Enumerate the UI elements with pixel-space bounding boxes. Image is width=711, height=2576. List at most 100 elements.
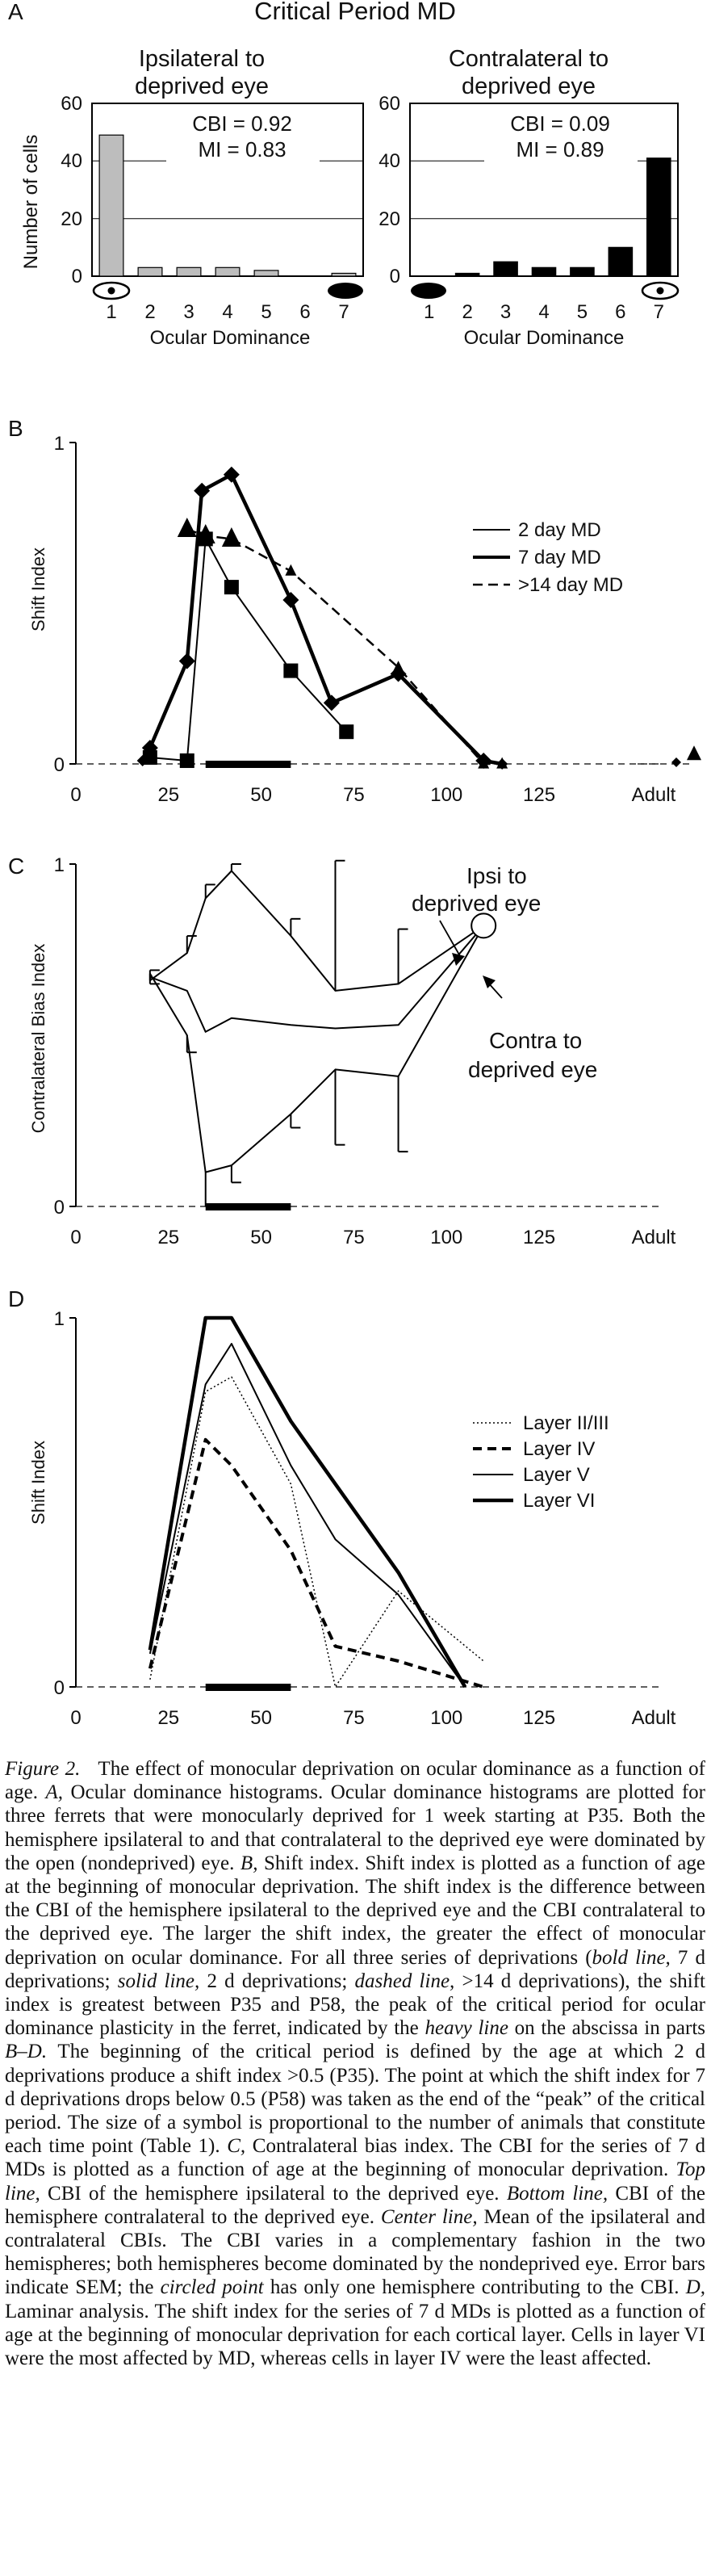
panel-b-adult-triangle bbox=[687, 745, 701, 761]
legend-7day: 7 day MD bbox=[518, 547, 601, 568]
figure: A Critical Period MD Ipsilateral to depr… bbox=[8, 0, 701, 1729]
contralateral-bias-panel: C Contralateral Bias Index 100 25 50 75 100 1… bbox=[8, 854, 676, 1248]
hist-left-ytick-0: 0 bbox=[72, 266, 82, 287]
panel-c-xtick-125: 125 bbox=[523, 1227, 555, 1248]
hist-right-bar-7 bbox=[646, 157, 671, 277]
panel-c-ytick-0: 0 bbox=[54, 1197, 65, 1219]
legend-layer23: Layer II/III bbox=[523, 1412, 609, 1434]
hist-right-xtick-5: 5 bbox=[577, 301, 588, 323]
hist-left-bar-5 bbox=[253, 270, 279, 277]
panel-c-ylabel: Contralateral Bias Index bbox=[28, 944, 48, 1134]
hist-right-bar-4 bbox=[531, 266, 557, 277]
panel-b-xtick-0: 0 bbox=[70, 784, 81, 806]
hist-right-xtick-1: 1 bbox=[424, 301, 434, 323]
panel-b-line-0 bbox=[149, 538, 348, 761]
hist-left-xtick-7: 7 bbox=[338, 301, 349, 323]
legend-14day: >14 day MD bbox=[518, 574, 623, 596]
histogram-ipsilateral: Ipsilateral to deprived eye Number of ce… bbox=[20, 46, 364, 349]
hist-right-ytick-60: 60 bbox=[379, 93, 400, 115]
panel-c-line-2 bbox=[149, 925, 485, 1173]
panel-b-point-0-3 bbox=[224, 580, 239, 595]
contra-annotation-line1: Contra to bbox=[489, 1028, 582, 1053]
hist-right-xtick-3: 3 bbox=[500, 301, 511, 323]
panel-b-critical-period-bar bbox=[205, 761, 291, 768]
panel-b-adult-diamond bbox=[671, 757, 681, 767]
panel-b-ytick-1: 1 bbox=[54, 433, 65, 455]
hist-left-bar-3 bbox=[176, 266, 202, 277]
panel-b-xtick-125: 125 bbox=[523, 784, 555, 806]
panel-b-xtick-50: 50 bbox=[250, 784, 272, 806]
panel-d-line-3 bbox=[148, 1315, 467, 1689]
hist-left-bar-4 bbox=[215, 266, 240, 277]
panel-d-ytick-0: 0 bbox=[54, 1677, 65, 1699]
panel-b-point-1-0 bbox=[136, 755, 148, 767]
panel-d-line-0 bbox=[149, 1376, 484, 1688]
panel-b-ytick-0: 0 bbox=[54, 754, 65, 776]
panel-d-xtick-50: 50 bbox=[250, 1707, 272, 1729]
panel-letter-c: C bbox=[8, 854, 24, 879]
panel-c-xtick-75: 75 bbox=[343, 1227, 365, 1248]
hist-right-title-line2: deprived eye bbox=[462, 73, 596, 99]
ipsi-annotation-line2: deprived eye bbox=[412, 891, 541, 916]
panel-d-xtick-adult: Adult bbox=[632, 1707, 676, 1729]
legend-layer6: Layer VI bbox=[523, 1490, 595, 1512]
panel-c-line-1 bbox=[149, 925, 484, 1033]
panel-c-xtick-0: 0 bbox=[70, 1227, 81, 1248]
panel-d-critical-period-bar bbox=[205, 1684, 291, 1691]
hist-right-xlabel: Ocular Dominance bbox=[464, 327, 625, 349]
hist-left-mi: MI = 0.83 bbox=[198, 137, 286, 162]
panel-b-point-2-4 bbox=[392, 661, 404, 673]
panel-c-xtick-50: 50 bbox=[250, 1227, 272, 1248]
hist-right-xtick-4: 4 bbox=[538, 301, 549, 323]
panel-d-xtick-75: 75 bbox=[343, 1707, 365, 1729]
panel-b-point-0-5 bbox=[339, 724, 354, 740]
panel-b-xtick-100: 100 bbox=[430, 784, 462, 806]
panel-d-xtick-125: 125 bbox=[523, 1707, 555, 1729]
panel-c-line-0 bbox=[149, 870, 484, 992]
hist-left-xtick-4: 4 bbox=[222, 301, 232, 323]
panel-c-critical-period-bar bbox=[205, 1203, 291, 1210]
shift-index-panel: B Shift Index 100 25 50 75 100 125 Adult 2 day… bbox=[8, 416, 701, 806]
laminar-panel: D Shift Index 100 25 50 75 100 125 Adult Layer… bbox=[8, 1286, 676, 1729]
figure-caption: Figure 2. The effect of monocular depriv… bbox=[5, 1758, 705, 2370]
panel-b-point-1-6 bbox=[323, 694, 340, 711]
panel-b-point-0-1 bbox=[179, 753, 194, 769]
panel-b-point-1-1 bbox=[141, 740, 158, 757]
panel-b-point-0-4 bbox=[283, 663, 299, 678]
panel-b-point-1-5 bbox=[282, 592, 299, 609]
hist-left-title-line1: Ipsilateral to bbox=[139, 46, 265, 72]
hist-left-xtick-6: 6 bbox=[299, 301, 310, 323]
legend-layer4: Layer IV bbox=[523, 1438, 595, 1460]
panel-b-point-2-2 bbox=[221, 527, 241, 547]
panel-b-legend: 2 day MD 7 day MD >14 day MD bbox=[473, 519, 623, 596]
hist-right-bar-3 bbox=[493, 261, 518, 277]
hist-left-xtick-1: 1 bbox=[106, 301, 116, 323]
hist-right-mi: MI = 0.89 bbox=[516, 137, 604, 162]
hist-left-ylabel: Number of cells bbox=[20, 135, 42, 270]
panel-c-xtick-100: 100 bbox=[430, 1227, 462, 1248]
contra-annotation-line2: deprived eye bbox=[468, 1057, 597, 1082]
legend-layer5: Layer V bbox=[523, 1464, 590, 1486]
open-eye-pupil bbox=[656, 287, 664, 295]
panel-c-xtick-25: 25 bbox=[157, 1227, 179, 1248]
panel-c-ytick-1: 1 bbox=[54, 854, 65, 876]
panel-b-point-2-0 bbox=[177, 518, 197, 538]
hist-left-xtick-3: 3 bbox=[183, 301, 194, 323]
hist-right-xtick-6: 6 bbox=[615, 301, 625, 323]
closed-eye-icon bbox=[411, 283, 446, 299]
hist-left-xtick-2: 2 bbox=[144, 301, 155, 323]
closed-eye-icon bbox=[328, 283, 363, 299]
open-eye-pupil bbox=[107, 287, 115, 295]
main-title: Critical Period MD bbox=[254, 0, 456, 25]
hist-left-bar-1 bbox=[98, 134, 124, 277]
hist-left-bar-7 bbox=[331, 272, 357, 277]
hist-left-ytick-60: 60 bbox=[61, 93, 82, 115]
hist-right-title-line1: Contralateral to bbox=[449, 46, 609, 72]
panel-b-point-1-3 bbox=[194, 482, 211, 499]
panel-b-point-1-4 bbox=[223, 466, 240, 483]
hist-left-ytick-20: 20 bbox=[61, 208, 82, 230]
hist-right-cbi: CBI = 0.09 bbox=[510, 111, 610, 136]
histogram-contralateral: Contralateral to deprived eye CBI = 0.09… bbox=[379, 46, 680, 349]
hist-right-bar-5 bbox=[570, 266, 595, 277]
panel-b-point-2-1 bbox=[195, 524, 215, 544]
